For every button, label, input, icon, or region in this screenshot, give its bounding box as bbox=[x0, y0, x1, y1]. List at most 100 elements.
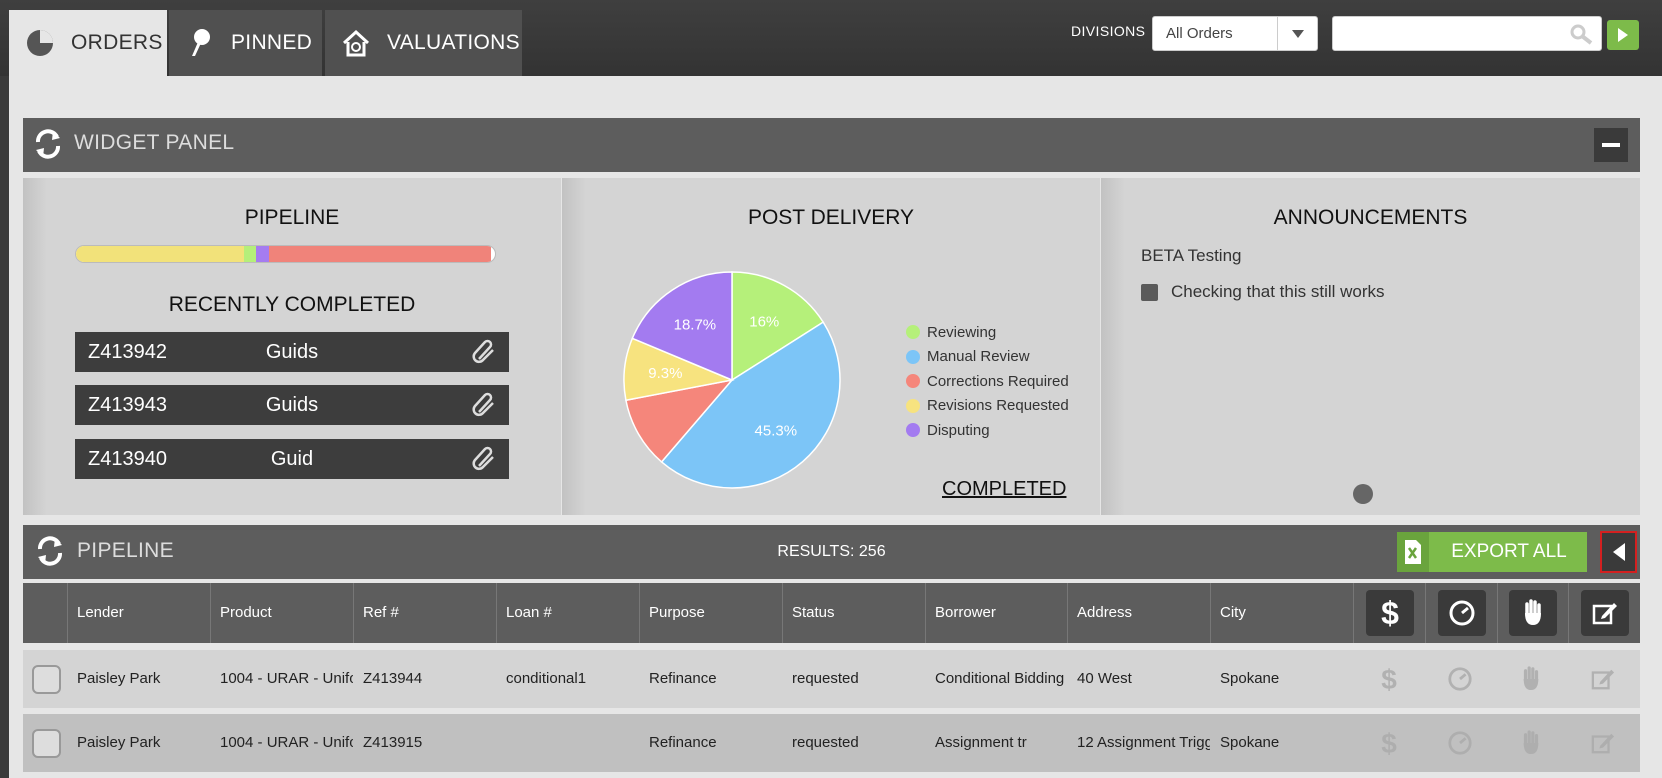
cell-status: requested bbox=[792, 734, 859, 751]
pipeline-progress-bar[interactable] bbox=[75, 245, 496, 263]
column-header[interactable]: Ref # bbox=[353, 583, 496, 643]
edit-icon[interactable] bbox=[1588, 728, 1618, 758]
search-input[interactable] bbox=[1332, 16, 1602, 51]
column-header[interactable]: Purpose bbox=[639, 583, 782, 643]
panel-edge bbox=[562, 178, 586, 515]
column-header[interactable]: Product bbox=[210, 583, 353, 643]
pie-slice-label: 9.3% bbox=[648, 365, 682, 382]
tab-orders-label: ORDERS bbox=[71, 31, 163, 54]
svg-text:$: $ bbox=[1381, 728, 1397, 758]
column-header[interactable]: Loan # bbox=[496, 583, 639, 643]
column-header[interactable]: City bbox=[1210, 583, 1353, 643]
item-ref: Z413942 bbox=[88, 341, 167, 363]
announcements-title: ANNOUNCEMENTS bbox=[1273, 206, 1468, 229]
hand-icon[interactable] bbox=[1509, 590, 1557, 636]
row-checkbox[interactable] bbox=[32, 665, 61, 694]
refresh-icon[interactable] bbox=[35, 535, 65, 572]
dollar-icon[interactable]: $ bbox=[1374, 728, 1404, 758]
pie-slice[interactable] bbox=[731, 271, 825, 382]
item-name: Guids bbox=[265, 394, 319, 416]
collapse-button[interactable] bbox=[1594, 128, 1628, 162]
announcement-checkbox-label: Checking that this still works bbox=[1171, 282, 1385, 301]
pie-slice[interactable] bbox=[660, 321, 841, 489]
edit-column[interactable] bbox=[1568, 583, 1640, 643]
cell-purpose: Refinance bbox=[649, 670, 717, 687]
legend-item[interactable]: Reviewing bbox=[906, 320, 1069, 345]
top-navigation-bar: ORDERS PINNED VALUATIONS DIVISIONS All O… bbox=[0, 0, 1662, 76]
chevron-down-icon[interactable] bbox=[1277, 17, 1317, 50]
hand-column[interactable] bbox=[1497, 583, 1568, 643]
legend-label: Disputing bbox=[927, 421, 990, 439]
clock-icon[interactable] bbox=[1445, 664, 1475, 694]
legend-label: Revisions Requested bbox=[927, 397, 1069, 415]
dollar-icon[interactable]: $ bbox=[1374, 664, 1404, 694]
recently-completed-item[interactable]: Z413942 Guids bbox=[75, 332, 509, 372]
table-row[interactable]: Paisley Park 1004 - URAR - Uniform Resid… bbox=[23, 714, 1640, 772]
pager-dot[interactable] bbox=[1353, 484, 1373, 504]
hand-icon[interactable] bbox=[1516, 728, 1546, 758]
cell-address: 12 Assignment Trigger bbox=[1077, 734, 1210, 751]
tab-orders[interactable]: ORDERS bbox=[9, 10, 167, 76]
row-checkbox[interactable] bbox=[32, 729, 61, 758]
column-header[interactable]: Lender bbox=[67, 583, 210, 643]
paperclip-icon[interactable] bbox=[471, 392, 497, 423]
column-header[interactable]: Status bbox=[782, 583, 925, 643]
divisions-select[interactable]: All Orders bbox=[1152, 16, 1318, 51]
widget-panel-title: WIDGET PANEL bbox=[74, 131, 235, 154]
cell-city: Spokane bbox=[1220, 734, 1280, 751]
legend-item[interactable]: Manual Review bbox=[906, 345, 1069, 370]
pie-slice[interactable] bbox=[631, 271, 733, 382]
recently-completed-title: RECENTLY COMPLETED bbox=[168, 293, 416, 316]
house-icon bbox=[341, 28, 371, 58]
divisions-label: DIVISIONS bbox=[1071, 23, 1146, 39]
hand-icon[interactable] bbox=[1516, 664, 1546, 694]
recently-completed-item[interactable]: Z413940 Guid bbox=[75, 439, 509, 479]
item-name: Guid bbox=[270, 448, 314, 470]
legend-label: Reviewing bbox=[927, 323, 997, 341]
cell-ref: Z413944 bbox=[363, 670, 423, 687]
cell-product: 1004 - URAR - Uniform Residential bbox=[220, 670, 353, 687]
announcement-checkbox[interactable]: Checking that this still works bbox=[1141, 282, 1385, 302]
pipeline-title: PIPELINE bbox=[77, 539, 174, 562]
pie-slice[interactable] bbox=[625, 378, 734, 463]
sidebar-toggle-button[interactable] bbox=[1600, 531, 1637, 573]
cell-lender: Paisley Park bbox=[77, 670, 161, 687]
item-ref: Z413943 bbox=[88, 394, 167, 416]
post-delivery-title: POST DELIVERY bbox=[747, 206, 915, 229]
cell-purpose: Refinance bbox=[649, 734, 717, 751]
legend-item[interactable]: Corrections Required bbox=[906, 369, 1069, 394]
search-icon[interactable] bbox=[1569, 23, 1593, 50]
completed-link[interactable]: COMPLETED bbox=[942, 478, 1067, 500]
legend-item[interactable]: Revisions Requested bbox=[906, 394, 1069, 419]
refresh-icon[interactable] bbox=[33, 128, 63, 165]
dollar-icon[interactable]: $ bbox=[1365, 590, 1414, 636]
legend-label: Manual Review bbox=[927, 348, 1030, 366]
cell-lender: Paisley Park bbox=[77, 734, 161, 751]
paperclip-icon[interactable] bbox=[471, 446, 497, 477]
tab-valuations[interactable]: VALUATIONS bbox=[325, 10, 522, 76]
dollar-column[interactable]: $ bbox=[1353, 583, 1425, 643]
recently-completed-item[interactable]: Z413943 Guids bbox=[75, 385, 509, 425]
item-ref: Z413940 bbox=[88, 448, 167, 470]
column-header[interactable]: Address bbox=[1067, 583, 1210, 643]
item-name: Guids bbox=[265, 341, 319, 363]
caret-left-icon bbox=[1612, 543, 1625, 561]
panel-edge bbox=[23, 178, 47, 515]
search-go-button[interactable] bbox=[1607, 20, 1639, 50]
announcements-widget: ANNOUNCEMENTS BETA Testing Checking that… bbox=[1101, 178, 1640, 515]
pipeline-segment bbox=[243, 246, 257, 262]
clock-icon[interactable] bbox=[1445, 728, 1475, 758]
clock-icon[interactable] bbox=[1437, 590, 1486, 636]
checkbox[interactable] bbox=[1141, 283, 1158, 301]
export-all-button[interactable]: EXPORT ALL bbox=[1397, 532, 1587, 572]
table-row[interactable]: Paisley Park 1004 - URAR - Uniform Resid… bbox=[23, 650, 1640, 708]
legend-item[interactable]: Disputing bbox=[906, 418, 1069, 443]
column-header[interactable]: Borrower bbox=[925, 583, 1067, 643]
minus-icon bbox=[1602, 143, 1620, 147]
edit-icon[interactable] bbox=[1580, 590, 1629, 636]
pipeline-widget: PIPELINE RECENTLY COMPLETED Z413942 Guid… bbox=[23, 178, 561, 515]
tab-pinned[interactable]: PINNED bbox=[169, 10, 322, 76]
clock-column[interactable] bbox=[1425, 583, 1497, 643]
edit-icon[interactable] bbox=[1588, 664, 1618, 694]
paperclip-icon[interactable] bbox=[471, 339, 497, 370]
